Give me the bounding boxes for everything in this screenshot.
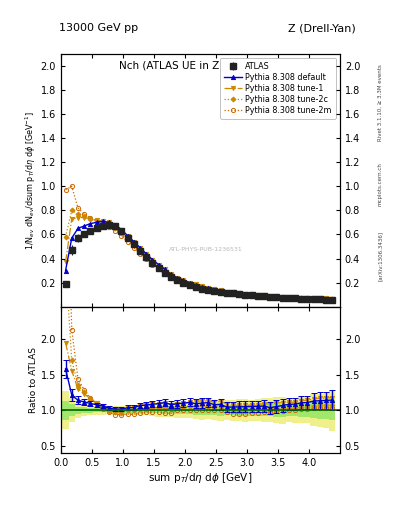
Text: mcplots.cern.ch: mcplots.cern.ch [378, 162, 383, 206]
Y-axis label: Ratio to ATLAS: Ratio to ATLAS [29, 347, 38, 413]
Text: [arXiv:1306.3436]: [arXiv:1306.3436] [378, 231, 383, 281]
X-axis label: sum p$_T$/d$\eta$ d$\phi$ [GeV]: sum p$_T$/d$\eta$ d$\phi$ [GeV] [148, 471, 253, 485]
Y-axis label: 1/N$_{ev}$ dN$_{ev}$/dsum p$_T$/d$\eta$ d$\phi$ [GeV$^{-1}$]: 1/N$_{ev}$ dN$_{ev}$/dsum p$_T$/d$\eta$ … [24, 111, 38, 250]
Text: ATL-PHYS-PUB-1236531: ATL-PHYS-PUB-1236531 [169, 247, 243, 252]
Text: Nch (ATLAS UE in Z production): Nch (ATLAS UE in Z production) [119, 61, 282, 71]
Text: Rivet 3.1.10, ≥ 3.3M events: Rivet 3.1.10, ≥ 3.3M events [378, 64, 383, 141]
Legend: ATLAS, Pythia 8.308 default, Pythia 8.308 tune-1, Pythia 8.308 tune-2c, Pythia 8: ATLAS, Pythia 8.308 default, Pythia 8.30… [220, 58, 336, 119]
Text: 13000 GeV pp: 13000 GeV pp [59, 23, 138, 33]
Text: Z (Drell-Yan): Z (Drell-Yan) [288, 23, 356, 33]
